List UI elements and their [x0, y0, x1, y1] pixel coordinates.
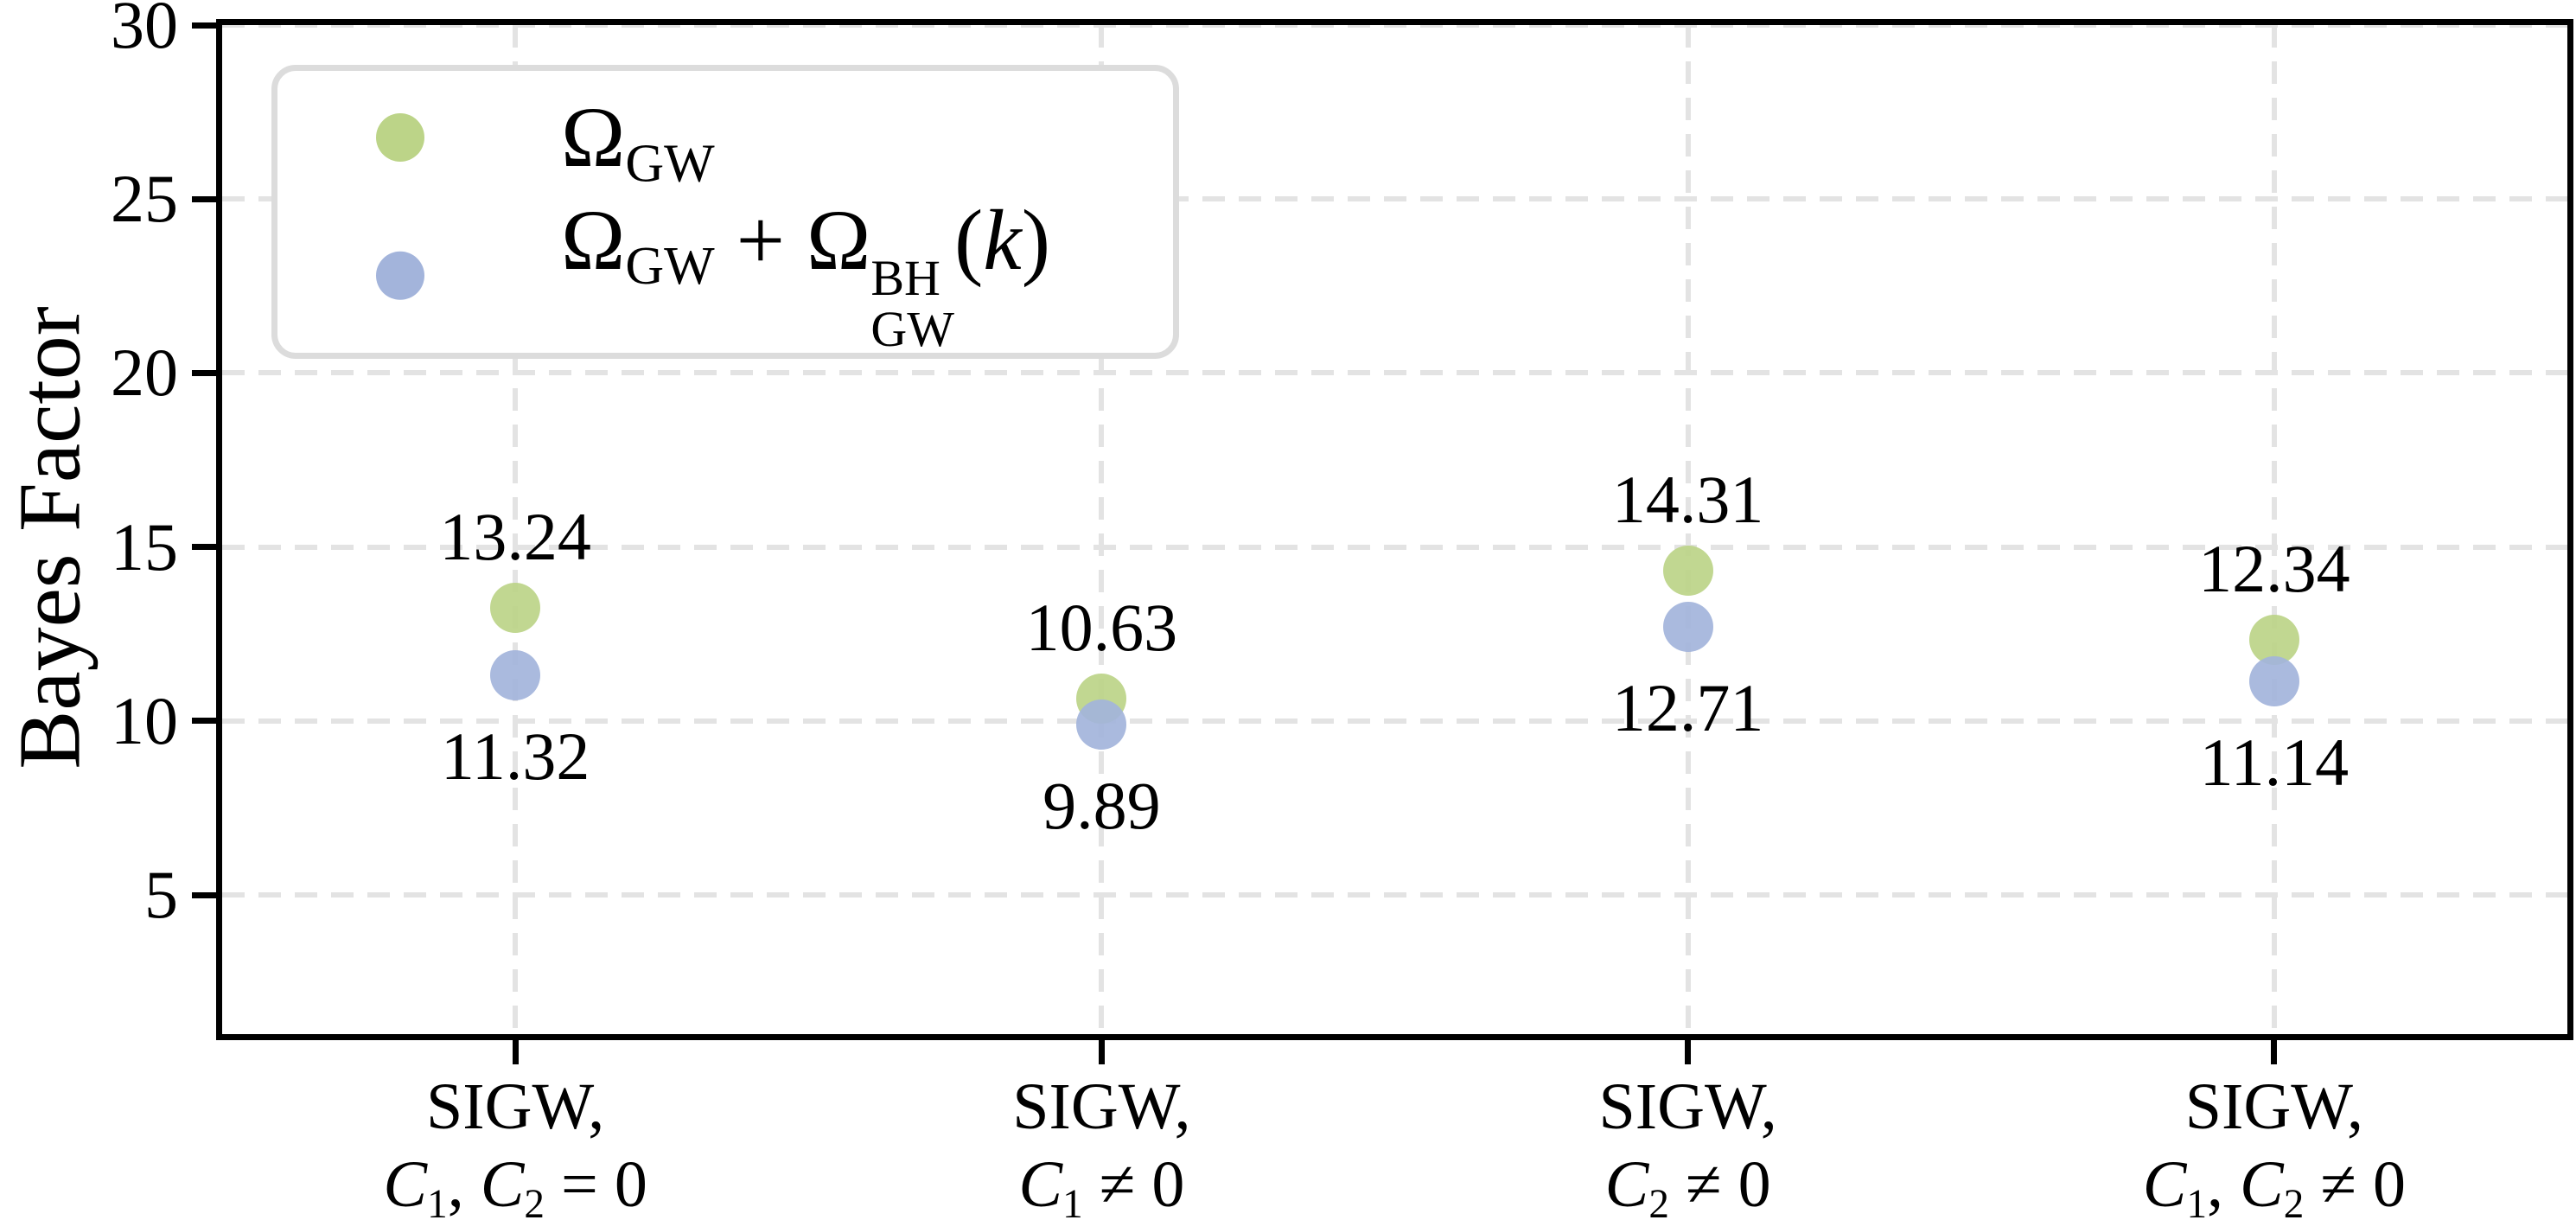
h-gridline: [222, 718, 2567, 724]
v-gridline: [513, 25, 519, 1034]
y-tick: [192, 195, 216, 202]
x-tick: [512, 1040, 519, 1064]
value-label: 9.89: [1043, 768, 1161, 844]
data-point-series-2: [490, 649, 541, 700]
h-gridline: [222, 370, 2567, 376]
value-label: 10.63: [1025, 590, 1178, 666]
legend-label: ΩGW + Ω BH GW (k): [561, 191, 1050, 358]
x-tick-label: SIGW, C1, C2 ≠ 0: [2142, 1070, 2406, 1220]
data-point-series-2: [2248, 655, 2299, 706]
x-tick: [1685, 1040, 1692, 1064]
value-label: 11.14: [2199, 724, 2350, 800]
y-tick-label: 15: [111, 508, 178, 584]
v-gridline: [2271, 25, 2277, 1034]
y-tick: [192, 544, 216, 551]
h-gridline: [222, 196, 2567, 202]
plot-frame: [216, 19, 2573, 1040]
h-gridline: [222, 544, 2567, 550]
v-gridline: [1099, 25, 1105, 1034]
v-gridline: [1685, 25, 1691, 1034]
y-tick: [192, 718, 216, 725]
x-tick-label: SIGW, C1, C2 = 0: [383, 1070, 647, 1220]
h-gridline: [222, 892, 2567, 898]
value-label: 12.34: [2198, 530, 2350, 606]
legend-marker-circle-icon: [376, 113, 424, 162]
legend-label: ΩGW: [561, 89, 715, 194]
y-tick-label: 25: [111, 161, 178, 237]
value-label: 11.32: [440, 718, 590, 794]
legend-item-2: ΩGW + Ω BH GW (k): [376, 191, 1050, 358]
y-tick-label: 20: [111, 335, 178, 411]
data-point-series-2: [1662, 601, 1713, 652]
y-tick-label: 30: [111, 0, 178, 62]
y-tick-label: 5: [144, 857, 178, 933]
data-point-series-1: [1662, 546, 1713, 597]
legend: ΩGW ΩGW + Ω BH GW (k): [271, 65, 1179, 359]
data-point-series-2: [1076, 699, 1127, 751]
h-gridline: [222, 22, 2567, 28]
y-tick: [192, 891, 216, 898]
y-tick: [192, 369, 216, 376]
y-tick-label: 10: [111, 682, 178, 758]
x-tick: [2271, 1040, 2278, 1064]
x-tick-label: SIGW, C2 ≠ 0: [1598, 1070, 1777, 1220]
value-label: 13.24: [439, 499, 591, 575]
legend-marker-circle-icon: [376, 252, 424, 300]
y-tick: [192, 22, 216, 29]
value-label: 12.71: [1611, 669, 1764, 745]
legend-item-1: ΩGW: [376, 89, 715, 194]
x-tick: [1098, 1040, 1105, 1064]
data-point-series-1: [490, 583, 541, 634]
value-label: 14.31: [1611, 462, 1764, 538]
x-tick-label: SIGW, C1 ≠ 0: [1012, 1070, 1191, 1220]
